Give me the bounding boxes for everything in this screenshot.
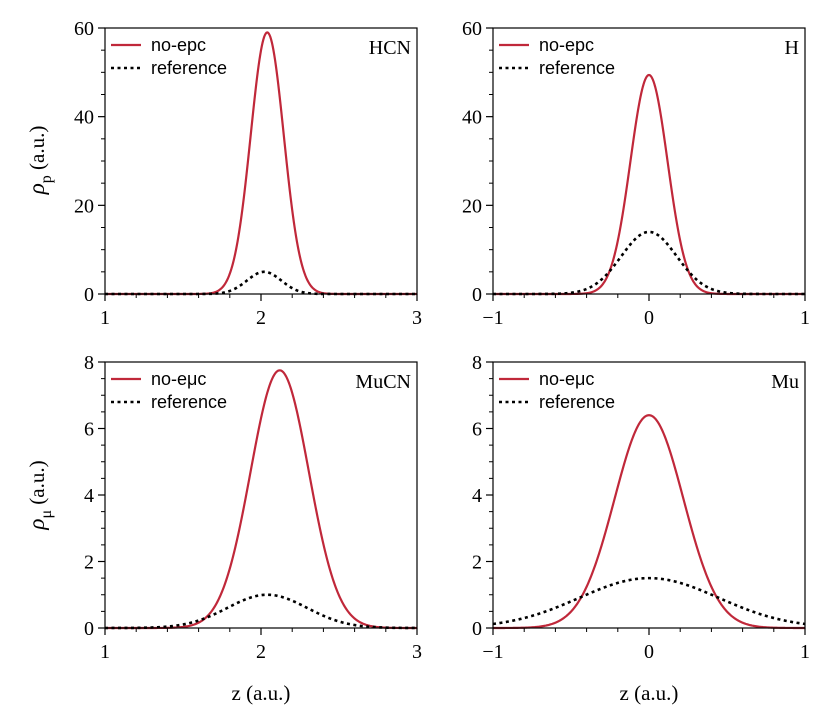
legend-label: no-eμc [539, 369, 594, 389]
y-tick-label: 20 [462, 195, 482, 217]
series-line-reference [492, 576, 806, 626]
y-tick-label: 6 [84, 419, 94, 441]
y-tick-label: 8 [84, 352, 94, 374]
y-tick-label: 40 [74, 107, 94, 129]
legend-label: no-epc [539, 35, 594, 55]
legend: no-eμc reference [499, 369, 615, 412]
legend-label: reference [151, 58, 227, 78]
y-tick-label: 0 [84, 618, 94, 640]
y-tick-label: 60 [74, 18, 94, 40]
x-tick-label: −1 [482, 641, 503, 663]
panel-annotation: H [785, 37, 799, 59]
x-tick-label: 2 [256, 307, 266, 329]
y-tick-label: 8 [472, 352, 482, 374]
y-tick-label: 6 [472, 419, 482, 441]
x-tick-label: 0 [644, 307, 654, 329]
panel-bottom-left: 1 2 3 0 2 4 6 8 MuCN no-eμc reference [84, 352, 422, 663]
legend-label: no-epc [151, 35, 206, 55]
x-tick-label: 1 [800, 641, 810, 663]
series-line-reference [105, 270, 417, 296]
series-line-reference [105, 593, 417, 630]
y-tick-label: 4 [84, 485, 94, 507]
y-axis-label-bottom: ρμ (a.u.) [24, 460, 55, 530]
y-tick-label: 20 [74, 195, 94, 217]
panel-top-left: 1 2 3 0 20 40 60 HCN no-epc reference [74, 18, 422, 329]
svg-text:ρp (a.u.): ρp (a.u.) [24, 126, 55, 196]
legend-label: reference [539, 392, 615, 412]
x-axis-label: z (a.u.) [620, 681, 679, 705]
y-tick-label: 2 [84, 552, 94, 574]
legend-label: reference [539, 58, 615, 78]
x-tick-label: 1 [800, 307, 810, 329]
series-line-method [493, 73, 805, 296]
legend: no-eμc reference [111, 369, 227, 412]
y-tick-label: 0 [472, 618, 482, 640]
legend: no-epc reference [111, 35, 227, 78]
panel-annotation: MuCN [355, 371, 411, 393]
y-axis-label-top: ρp (a.u.) [24, 126, 55, 196]
x-tick-label: 0 [644, 641, 654, 663]
series-line-reference [493, 230, 805, 296]
svg-text:ρμ (a.u.): ρμ (a.u.) [24, 460, 55, 530]
legend: no-epc reference [499, 35, 615, 78]
panel-annotation: Mu [771, 371, 799, 393]
y-tick-label: 0 [472, 284, 482, 306]
legend-label: no-eμc [151, 369, 206, 389]
x-tick-label: 1 [100, 307, 110, 329]
x-tick-label: 3 [412, 641, 422, 663]
legend-label: reference [151, 392, 227, 412]
panel-annotation: HCN [369, 37, 411, 59]
x-tick-label: −1 [482, 307, 503, 329]
x-axis-label: z (a.u.) [232, 681, 291, 705]
x-tick-label: 1 [100, 641, 110, 663]
y-tick-label: 2 [472, 552, 482, 574]
x-tick-label: 2 [256, 641, 266, 663]
y-tick-label: 60 [462, 18, 482, 40]
y-tick-label: 40 [462, 107, 482, 129]
y-tick-label: 0 [84, 284, 94, 306]
x-tick-label: 3 [412, 307, 422, 329]
y-tick-label: 4 [472, 485, 482, 507]
series-line-method [493, 414, 805, 630]
